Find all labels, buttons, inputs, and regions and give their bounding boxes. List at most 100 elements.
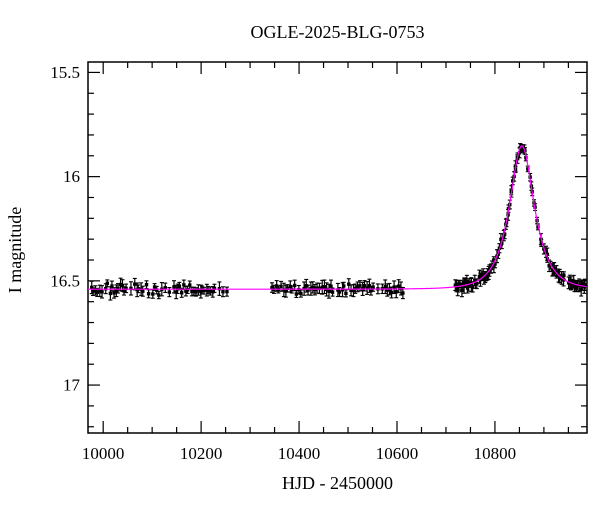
data-point-marker bbox=[342, 284, 346, 288]
model-curve-path bbox=[88, 145, 587, 290]
data-point-marker bbox=[492, 264, 496, 268]
data-point-marker bbox=[122, 289, 126, 293]
data-point-marker bbox=[337, 290, 342, 294]
data-point-marker bbox=[327, 289, 331, 293]
data-point-marker bbox=[311, 285, 315, 290]
x-tick-label: 10000 bbox=[82, 444, 125, 463]
data-point-marker bbox=[180, 291, 184, 295]
data-point-marker bbox=[484, 274, 488, 279]
data-point-marker bbox=[177, 284, 182, 288]
data-point-marker bbox=[100, 290, 104, 294]
plot-frame bbox=[87, 61, 588, 434]
data-point-marker bbox=[583, 283, 587, 287]
data-point-marker bbox=[351, 288, 356, 293]
data-point-marker bbox=[355, 285, 360, 289]
data-point-marker bbox=[112, 291, 116, 295]
data-point-marker bbox=[544, 250, 548, 254]
data-point-marker bbox=[396, 284, 401, 288]
data-point-marker bbox=[322, 285, 327, 289]
data-point-marker bbox=[299, 291, 303, 296]
chart-title: OGLE-2025-BLG-0753 bbox=[251, 22, 425, 42]
data-point-marker bbox=[470, 285, 475, 289]
data-point-marker bbox=[526, 167, 530, 171]
data-point-marker bbox=[385, 288, 390, 292]
model-curve bbox=[88, 145, 587, 290]
data-point-marker bbox=[473, 278, 477, 283]
data-point-marker bbox=[478, 275, 483, 279]
data-point-marker bbox=[562, 273, 566, 278]
data-point-marker bbox=[282, 288, 286, 292]
data-points bbox=[89, 143, 587, 301]
data-point-marker bbox=[320, 285, 324, 289]
y-tick-label: 15.5 bbox=[50, 63, 80, 82]
data-point-marker bbox=[285, 286, 290, 290]
data-point-marker bbox=[362, 284, 367, 288]
data-point-marker bbox=[392, 285, 396, 289]
y-axis-label: I magnitude bbox=[5, 207, 25, 293]
data-point-marker bbox=[208, 289, 213, 293]
data-point-marker bbox=[467, 280, 471, 285]
data-point-marker bbox=[458, 282, 462, 286]
data-point-marker bbox=[306, 288, 310, 292]
data-point-marker bbox=[371, 285, 375, 289]
data-point-marker bbox=[212, 286, 217, 291]
data-point-marker bbox=[184, 289, 188, 293]
data-point-marker bbox=[120, 283, 125, 288]
data-point-marker bbox=[202, 288, 206, 293]
data-point-marker bbox=[558, 276, 562, 281]
axis-tick-labels: 10000 10200 10400 10600 10800 15.5 16 16.5 17 bbox=[50, 63, 516, 463]
data-point-marker bbox=[330, 290, 335, 294]
data-point-marker bbox=[124, 286, 128, 291]
data-point-marker bbox=[336, 288, 340, 292]
y-tick-label: 16.5 bbox=[50, 271, 80, 290]
data-point-marker bbox=[172, 285, 176, 289]
data-point-marker bbox=[344, 291, 348, 296]
data-point-marker bbox=[519, 148, 524, 152]
data-point-marker bbox=[367, 284, 372, 288]
data-point-marker bbox=[174, 290, 178, 294]
data-point-marker bbox=[486, 271, 491, 275]
data-point-marker bbox=[369, 289, 373, 293]
data-point-marker bbox=[454, 284, 459, 288]
data-point-marker bbox=[463, 280, 467, 284]
data-point-marker bbox=[114, 289, 119, 293]
data-point-marker bbox=[141, 289, 145, 293]
data-point-marker bbox=[110, 284, 114, 288]
axis-ticks bbox=[88, 62, 587, 433]
data-point-marker bbox=[270, 285, 274, 290]
data-point-marker bbox=[133, 282, 137, 286]
data-point-marker bbox=[190, 289, 194, 294]
x-axis-label: HJD - 2450000 bbox=[282, 473, 393, 493]
data-point-marker bbox=[146, 292, 151, 296]
data-point-marker bbox=[502, 232, 507, 236]
data-point-marker bbox=[329, 284, 333, 288]
data-point-marker bbox=[200, 288, 204, 292]
data-point-marker bbox=[499, 237, 503, 242]
data-point-marker bbox=[482, 277, 486, 282]
data-point-marker bbox=[317, 286, 322, 291]
x-tick-label: 10800 bbox=[474, 444, 517, 463]
x-tick-label: 10200 bbox=[180, 444, 223, 463]
data-point-marker bbox=[456, 287, 460, 291]
data-point-marker bbox=[206, 288, 210, 292]
data-point-marker bbox=[465, 286, 470, 290]
data-point-marker bbox=[292, 283, 297, 288]
data-point-marker bbox=[144, 282, 149, 287]
data-point-marker bbox=[349, 288, 353, 293]
data-point-marker bbox=[118, 282, 123, 287]
data-point-marker bbox=[116, 286, 120, 291]
data-point-marker bbox=[129, 286, 133, 291]
data-point-marker bbox=[93, 288, 98, 293]
data-point-marker bbox=[182, 283, 186, 287]
data-point-marker bbox=[167, 290, 172, 294]
data-point-marker bbox=[394, 290, 398, 294]
data-point-marker bbox=[284, 289, 288, 293]
data-point-marker bbox=[196, 288, 201, 292]
data-point-marker bbox=[221, 290, 225, 294]
data-point-marker bbox=[225, 289, 229, 294]
data-point-marker bbox=[151, 292, 155, 296]
y-tick-label: 16 bbox=[63, 167, 80, 186]
y-tick-label: 17 bbox=[63, 376, 81, 395]
data-point-marker bbox=[157, 293, 161, 297]
